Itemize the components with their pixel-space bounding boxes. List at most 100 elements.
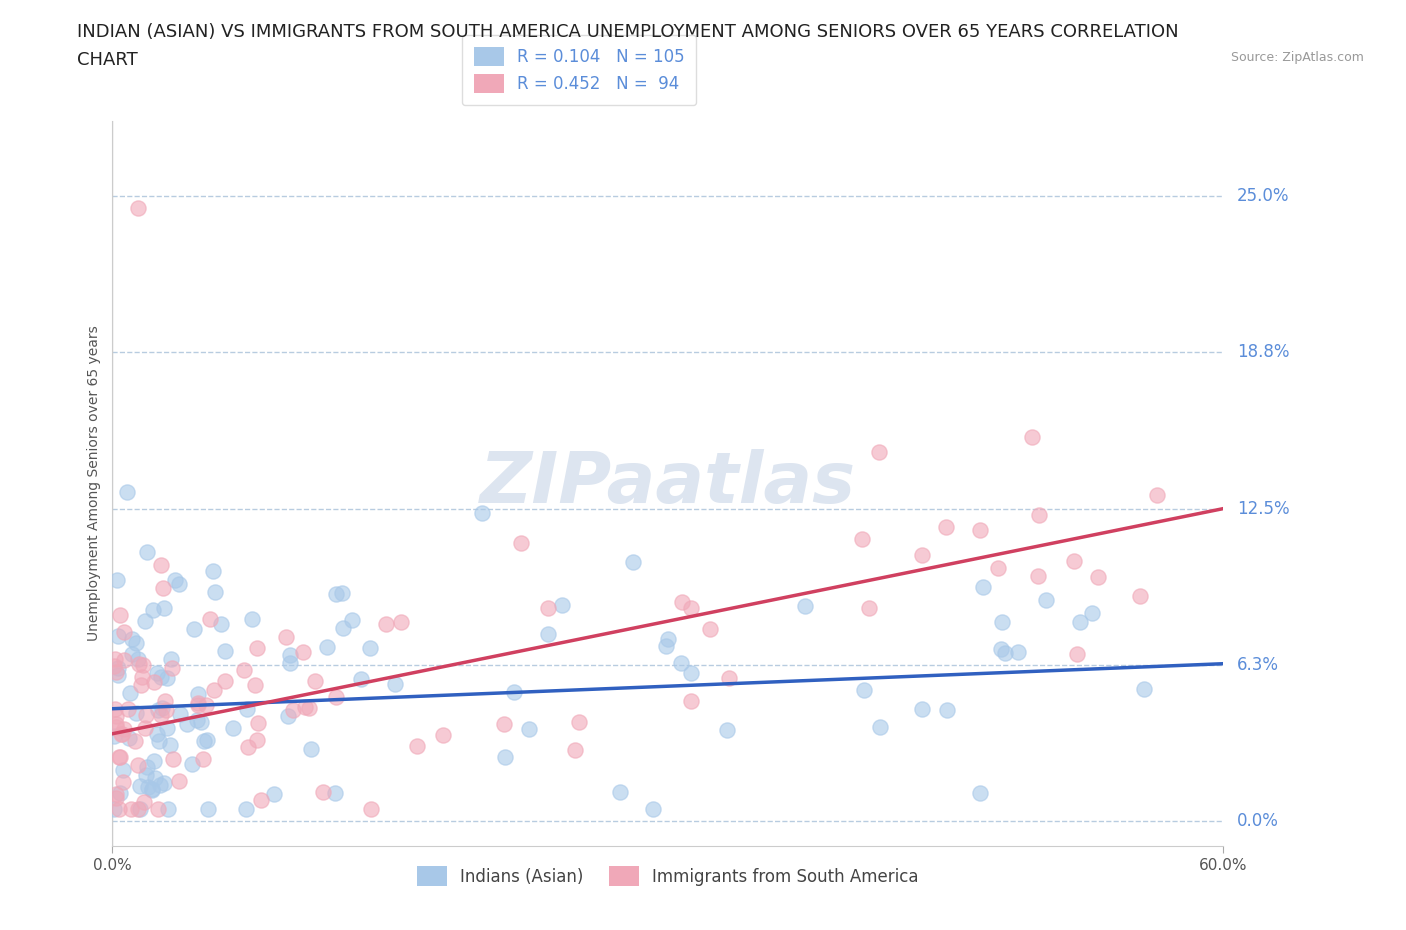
Point — [124, 636, 146, 651]
Point — [1133, 682, 1156, 697]
Text: 6.3%: 6.3% — [1237, 656, 1279, 674]
Point — [389, 614, 412, 629]
Point — [990, 614, 1012, 629]
Point — [201, 564, 224, 578]
Point — [360, 802, 382, 817]
Point — [911, 702, 934, 717]
Point — [1035, 592, 1057, 607]
Point — [537, 601, 560, 616]
Point — [519, 722, 541, 737]
Point — [323, 785, 346, 800]
Text: INDIAN (ASIAN) VS IMMIGRANTS FROM SOUTH AMERICA UNEMPLOYMENT AMONG SENIORS OVER : INDIAN (ASIAN) VS IMMIGRANTS FROM SOUTH … — [77, 23, 1180, 41]
Point — [568, 714, 591, 729]
Point — [330, 586, 353, 601]
Point — [1129, 589, 1152, 604]
Point — [851, 531, 873, 546]
Point — [108, 786, 131, 801]
Point — [969, 523, 991, 538]
Point — [108, 608, 131, 623]
Point — [103, 728, 125, 743]
Point — [291, 644, 314, 659]
Point — [127, 802, 149, 817]
Point — [852, 683, 875, 698]
Point — [350, 672, 373, 687]
Point — [245, 641, 267, 656]
Point — [105, 787, 128, 802]
Point — [146, 665, 169, 680]
Point — [654, 639, 676, 654]
Point — [987, 561, 1010, 576]
Point — [152, 581, 174, 596]
Point — [107, 660, 129, 675]
Point — [167, 577, 190, 591]
Point — [110, 726, 132, 741]
Point — [679, 666, 702, 681]
Point — [510, 536, 533, 551]
Point — [155, 694, 177, 709]
Point — [537, 627, 560, 642]
Point — [195, 732, 218, 747]
Point — [121, 631, 143, 646]
Point — [1028, 507, 1050, 522]
Point — [134, 614, 156, 629]
Point — [1026, 569, 1049, 584]
Point — [204, 584, 226, 599]
Point — [360, 640, 382, 655]
Point — [159, 737, 181, 752]
Point — [187, 698, 209, 712]
Point — [104, 702, 127, 717]
Point — [278, 647, 301, 662]
Point — [935, 703, 957, 718]
Point — [193, 751, 215, 766]
Point — [1069, 615, 1091, 630]
Point — [274, 630, 297, 644]
Point — [294, 699, 316, 714]
Point — [384, 676, 406, 691]
Point — [235, 802, 257, 817]
Point — [107, 629, 129, 644]
Point — [141, 782, 163, 797]
Point — [104, 717, 127, 732]
Point — [681, 601, 703, 616]
Point — [121, 646, 143, 661]
Point — [111, 727, 134, 742]
Point — [202, 683, 225, 698]
Point — [246, 715, 269, 730]
Point — [160, 651, 183, 666]
Point — [118, 731, 141, 746]
Point — [186, 712, 208, 727]
Point — [969, 786, 991, 801]
Point — [1146, 487, 1168, 502]
Point — [136, 545, 159, 560]
Point — [194, 698, 217, 713]
Point — [141, 782, 163, 797]
Point — [142, 674, 165, 689]
Point — [214, 673, 236, 688]
Point — [332, 621, 354, 636]
Point — [104, 709, 127, 724]
Point — [110, 750, 132, 764]
Point — [156, 802, 179, 817]
Point — [153, 601, 176, 616]
Point — [1081, 605, 1104, 620]
Point — [280, 656, 302, 671]
Point — [135, 708, 157, 723]
Point — [858, 601, 880, 616]
Point — [104, 652, 127, 667]
Point — [214, 644, 236, 658]
Point — [868, 445, 890, 459]
Point — [718, 671, 741, 685]
Point — [316, 640, 339, 655]
Point — [149, 557, 172, 572]
Point — [250, 792, 273, 807]
Legend: Indians (Asian), Immigrants from South America: Indians (Asian), Immigrants from South A… — [411, 860, 925, 893]
Point — [136, 779, 159, 794]
Point — [127, 652, 149, 667]
Point — [1021, 430, 1043, 445]
Point — [209, 617, 232, 631]
Point — [281, 703, 304, 718]
Point — [117, 701, 139, 716]
Point — [304, 673, 326, 688]
Point — [233, 663, 256, 678]
Text: 0.0%: 0.0% — [1237, 812, 1279, 830]
